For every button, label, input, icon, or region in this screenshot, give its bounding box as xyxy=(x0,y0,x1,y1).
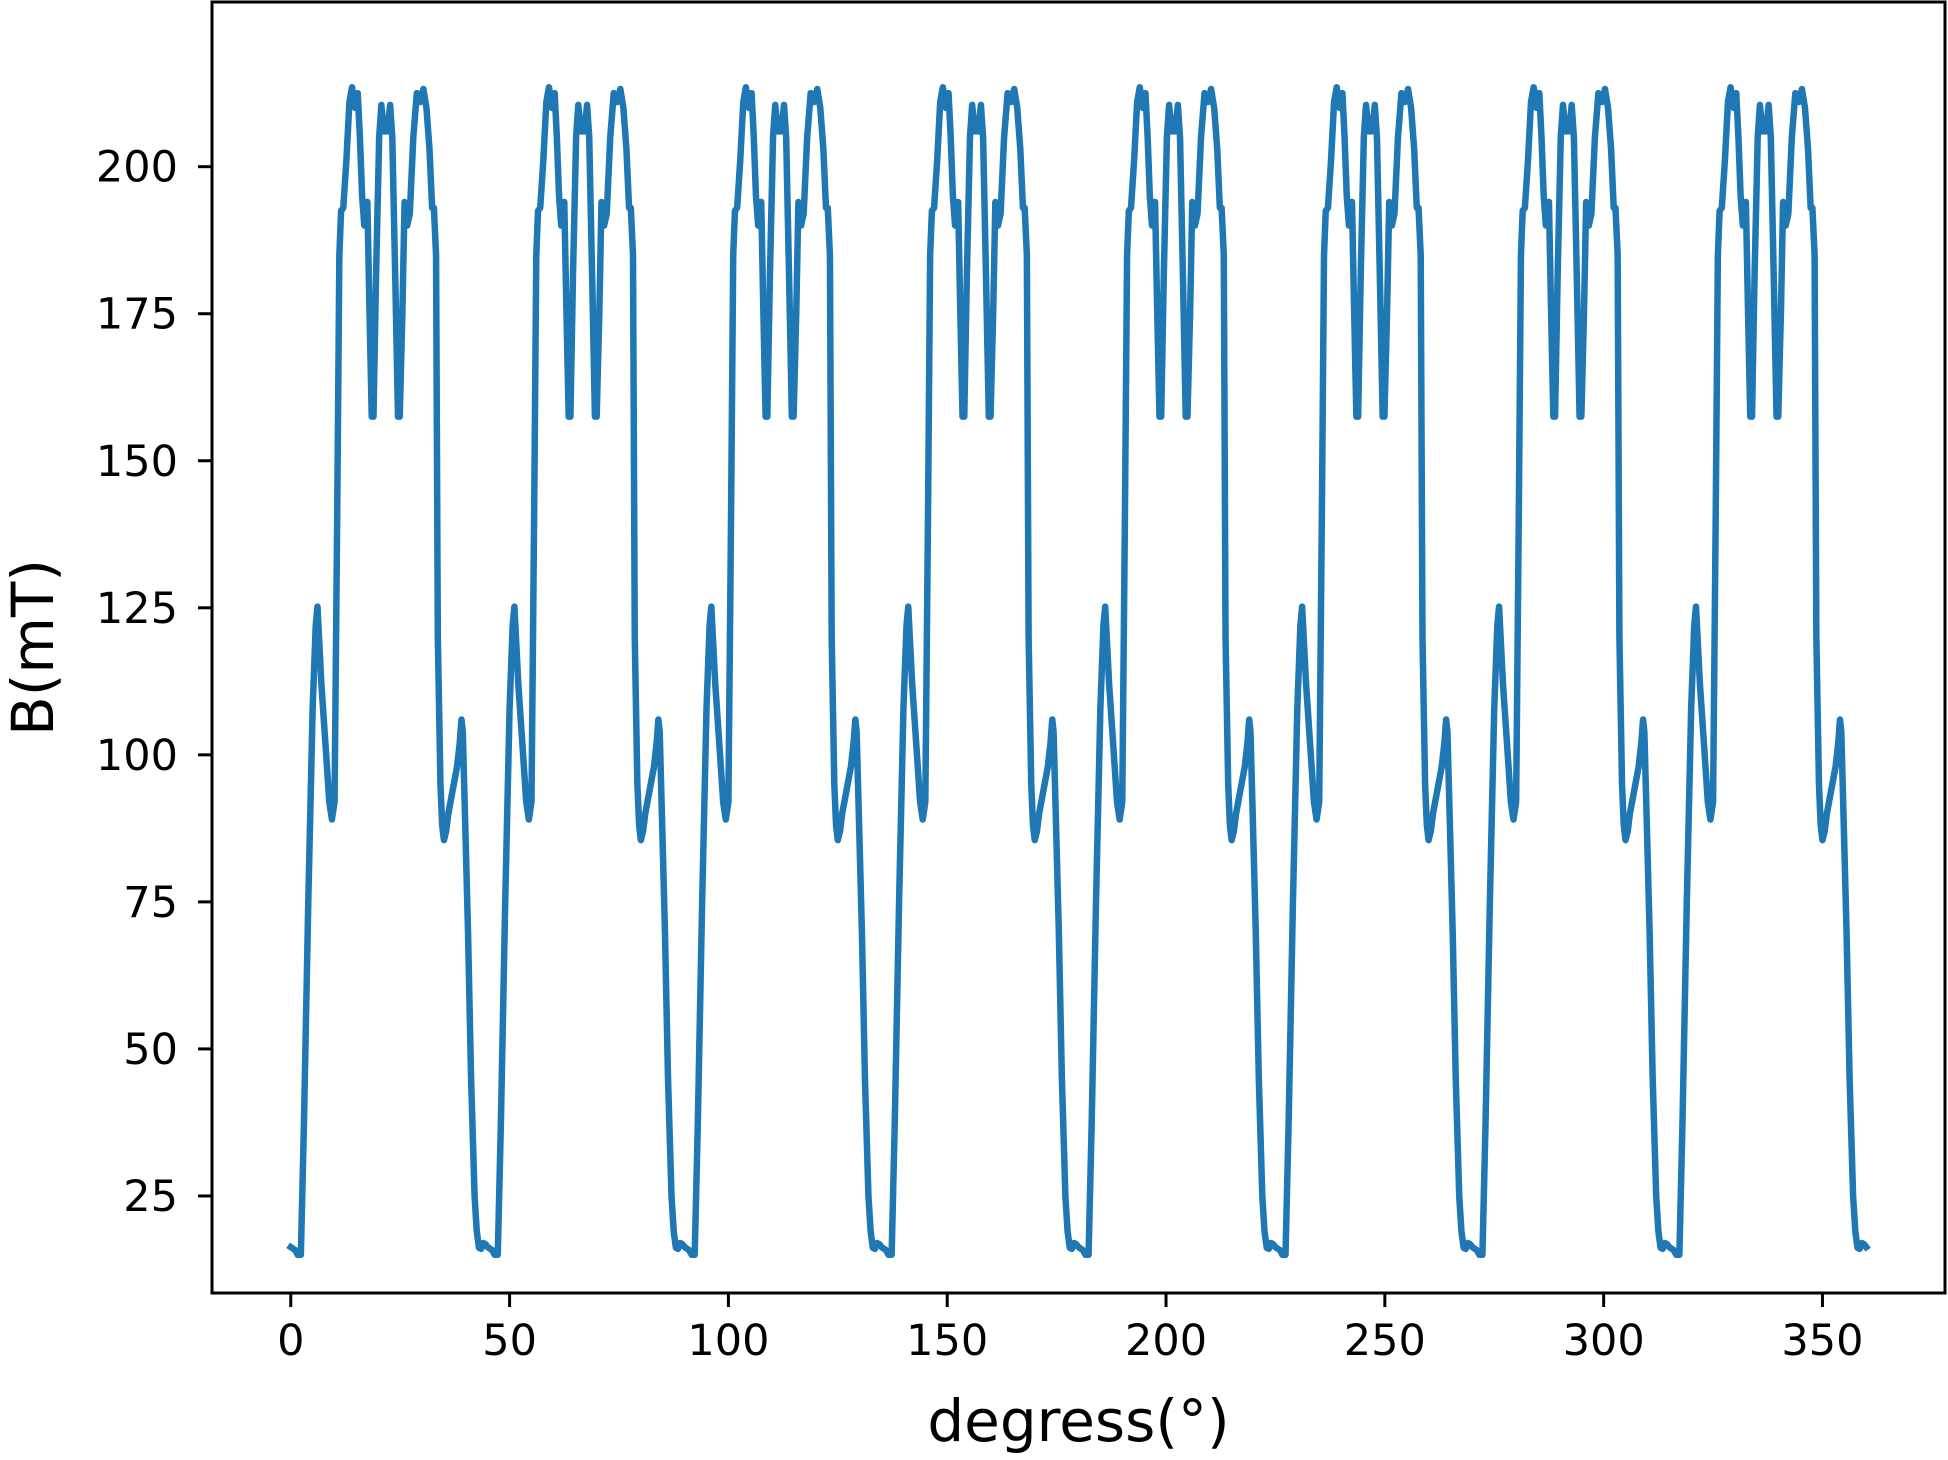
y-axis-label: B(mT) xyxy=(0,559,67,736)
y-tick-label: 75 xyxy=(123,878,178,928)
x-axis: 0 50 100 150 200 250 300 350 xyxy=(277,1293,1864,1366)
series-line-0 xyxy=(286,84,1871,1259)
y-tick-label: 200 xyxy=(96,143,178,193)
y-axis: 25 50 75 100 125 150 175 200 xyxy=(96,143,212,1222)
y-tick-label: 175 xyxy=(96,290,178,340)
x-tick-label: 300 xyxy=(1563,1316,1645,1366)
series-layer xyxy=(286,84,1871,1259)
y-tick-label: 100 xyxy=(96,731,178,781)
x-tick-label: 100 xyxy=(687,1316,769,1366)
x-tick-label: 150 xyxy=(906,1316,988,1366)
x-tick-label: 0 xyxy=(277,1316,304,1366)
x-tick-label: 50 xyxy=(482,1316,537,1366)
x-tick-label: 350 xyxy=(1781,1316,1863,1366)
y-tick-label: 125 xyxy=(96,584,178,634)
y-tick-label: 25 xyxy=(123,1172,178,1222)
y-tick-label: 150 xyxy=(96,437,178,487)
y-tick-label: 50 xyxy=(123,1025,178,1075)
plot-frame xyxy=(210,0,1947,1295)
x-tick-label: 250 xyxy=(1344,1316,1426,1366)
x-tick-label: 200 xyxy=(1125,1316,1207,1366)
x-axis-label: degress(°) xyxy=(927,1387,1229,1455)
